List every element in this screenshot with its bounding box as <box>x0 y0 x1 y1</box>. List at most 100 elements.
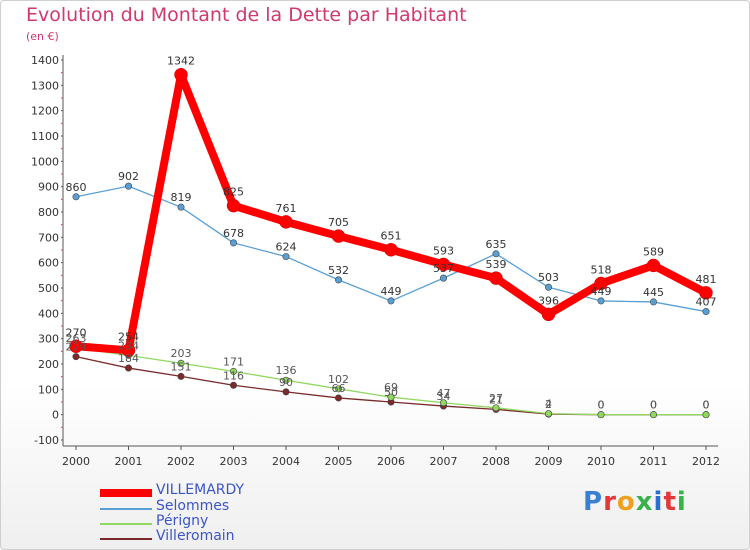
data-point-villemardy <box>646 258 661 273</box>
data-point-villeromain <box>125 364 133 372</box>
data-label-perigny: 203 <box>171 347 192 360</box>
logo-letter: r <box>603 487 617 517</box>
data-label-villeromain: 151 <box>171 360 192 373</box>
data-label-perigny: 0 <box>598 399 605 412</box>
data-label-selommes: 407 <box>696 296 717 309</box>
data-point-villeromain <box>282 388 290 396</box>
data-label-perigny: 136 <box>276 364 297 377</box>
data-point-villemardy <box>436 257 451 272</box>
data-point-perigny <box>334 385 342 393</box>
data-label-villeromain: 21 <box>489 393 503 406</box>
data-label-villemardy: 539 <box>486 258 507 271</box>
data-point-selommes <box>544 283 552 291</box>
y-tick-label: 200 <box>38 358 59 371</box>
y-tick-label: 300 <box>38 333 59 346</box>
data-point-villemardy <box>279 215 293 229</box>
x-tick-label: 2011 <box>640 455 668 468</box>
data-label-villemardy: 481 <box>696 273 717 286</box>
data-label-selommes: 819 <box>171 191 192 204</box>
data-label-villemardy: 518 <box>591 263 612 276</box>
y-tick-label: 1300 <box>31 79 59 92</box>
data-point-villemardy <box>699 286 713 300</box>
data-label-perigny: 0 <box>650 399 657 412</box>
legend-label-villeromain: Villeromain <box>156 528 235 544</box>
data-label-perigny: 171 <box>223 355 244 368</box>
y-tick-label: 600 <box>38 257 59 270</box>
legend-label-selommes: Selommes <box>156 498 230 514</box>
data-label-selommes: 624 <box>276 241 297 254</box>
x-tick-label: 2006 <box>377 455 405 468</box>
data-point-villemardy <box>384 242 398 257</box>
legend-swatch-perigny <box>100 523 152 525</box>
data-point-perigny <box>282 376 290 384</box>
data-label-villeromain: 66 <box>332 382 346 395</box>
x-tick-label: 2005 <box>325 455 353 468</box>
data-label-villemardy: 761 <box>276 202 297 215</box>
y-tick-label: 1100 <box>31 130 59 143</box>
data-point-selommes <box>282 253 290 261</box>
logo-letter: P <box>583 487 604 517</box>
y-tick-label: 400 <box>38 307 59 320</box>
data-point-perigny <box>597 411 605 419</box>
y-tick-label: 1200 <box>31 105 59 118</box>
y-tick-label: 700 <box>38 231 59 244</box>
legend-swatch-villeromain <box>100 538 152 540</box>
logo-letter: x <box>635 487 654 517</box>
x-tick-label: 2004 <box>272 455 300 468</box>
data-label-villeromain: 229 <box>66 341 87 354</box>
data-label-villeromain: 34 <box>437 390 451 403</box>
data-label-villemardy: 396 <box>538 294 559 307</box>
series-line-villemardy <box>72 70 710 355</box>
y-tick-label: 0 <box>52 409 59 422</box>
data-point-villemardy <box>226 198 241 213</box>
data-label-villemardy: 1342 <box>167 55 195 68</box>
data-label-perigny: 27 <box>489 392 503 405</box>
x-tick-label: 2009 <box>535 455 563 468</box>
x-tick-label: 2007 <box>430 455 458 468</box>
data-point-villemardy <box>541 307 556 322</box>
data-point-selommes <box>177 203 185 211</box>
data-point-villeromain <box>334 394 342 402</box>
logo-letter: i <box>676 487 687 517</box>
legend-swatch-selommes <box>100 508 152 510</box>
data-point-selommes <box>334 276 342 284</box>
legend-label-perigny: Périgny <box>156 513 209 529</box>
data-point-villeromain <box>72 353 80 361</box>
data-point-villemardy <box>69 339 83 354</box>
unit-label: (en €) <box>26 30 59 43</box>
data-label-selommes: 449 <box>591 285 612 298</box>
y-tick-label: 1400 <box>31 54 59 67</box>
data-label-selommes: 449 <box>381 285 402 298</box>
data-point-perigny <box>439 399 447 407</box>
data-label-villemardy: 593 <box>433 244 454 257</box>
data-label-selommes: 537 <box>433 262 454 275</box>
data-point-selommes <box>597 297 605 305</box>
data-label-selommes: 902 <box>118 170 139 183</box>
data-label-perigny: 263 <box>66 332 87 345</box>
data-point-villemardy <box>121 343 136 358</box>
data-point-villeromain <box>230 381 238 389</box>
data-label-selommes: 860 <box>66 181 87 194</box>
data-label-villeromain: 90 <box>279 376 293 389</box>
data-point-villeromain <box>177 372 185 380</box>
data-label-perigny: 4 <box>545 398 552 411</box>
y-tick-label: 100 <box>38 383 59 396</box>
data-label-villeromain: 116 <box>223 369 244 382</box>
x-tick-label: 2012 <box>692 455 720 468</box>
data-label-perigny: 102 <box>328 373 349 386</box>
data-label-selommes: 503 <box>538 271 559 284</box>
y-tick-label: 1000 <box>31 155 59 168</box>
y-tick-label: 800 <box>38 206 59 219</box>
data-point-selommes <box>439 274 447 282</box>
x-tick-label: 2002 <box>167 455 195 468</box>
data-point-villemardy <box>174 67 188 82</box>
x-tick-label: 2000 <box>62 455 90 468</box>
data-point-perigny <box>177 359 185 367</box>
legend-label-villemardy: VILLEMARDY <box>156 482 245 498</box>
data-label-villemardy: 651 <box>381 230 402 243</box>
data-label-villemardy: 705 <box>328 216 349 229</box>
logo-letter: o <box>616 487 636 517</box>
y-tick-label: 900 <box>38 181 59 194</box>
y-tick-label: 500 <box>38 282 59 295</box>
